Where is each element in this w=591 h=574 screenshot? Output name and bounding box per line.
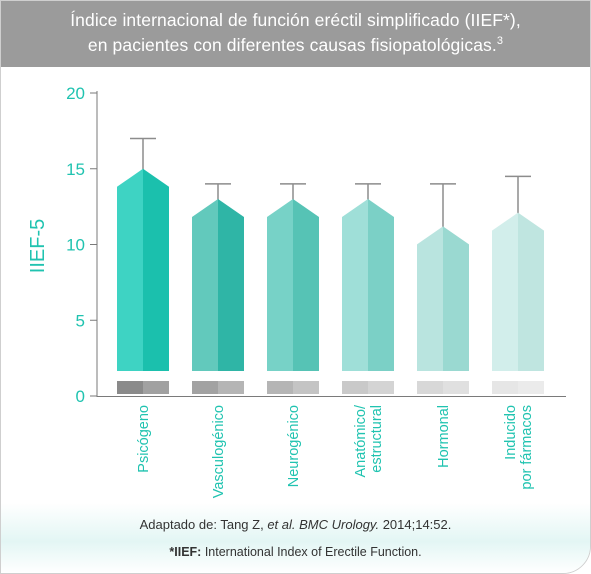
y-tick-label: 20 bbox=[66, 84, 85, 103]
bar-base-right bbox=[293, 381, 319, 394]
category-label: Psicógeno bbox=[136, 405, 152, 473]
source-rest: 2014;14:52. bbox=[379, 517, 452, 532]
chart-title-line1: Índice internacional de función eréctil … bbox=[70, 10, 521, 30]
bar-left-face bbox=[192, 199, 218, 371]
bar-base-left bbox=[492, 381, 518, 394]
chart-title-line2: en pacientes con diferentes causas fisio… bbox=[1, 35, 590, 56]
bar-right-face bbox=[443, 226, 469, 371]
category-label: estructural bbox=[369, 405, 385, 473]
bar-right-face bbox=[293, 199, 319, 371]
bar-left-face bbox=[342, 199, 368, 371]
footer-background bbox=[1, 503, 590, 573]
category-label: por fármacos bbox=[519, 405, 535, 490]
bar-left-face bbox=[492, 212, 518, 371]
bar-right-face bbox=[368, 199, 394, 371]
bar-base-left bbox=[192, 381, 218, 394]
bar-right-face bbox=[143, 168, 169, 371]
bar-base-right bbox=[518, 381, 544, 394]
bar-base-right bbox=[443, 381, 469, 394]
y-axis-label: IIEF-5 bbox=[27, 219, 49, 273]
y-tick-label: 5 bbox=[76, 311, 85, 330]
bar-right-face bbox=[518, 212, 544, 371]
bar-base-right bbox=[368, 381, 394, 394]
reference-superscript: 3 bbox=[496, 35, 504, 48]
footnote: *IIEF: International Index of Erectile F… bbox=[1, 545, 590, 559]
bar-base-left bbox=[267, 381, 293, 394]
source-etal: et al. bbox=[267, 517, 296, 532]
chart-title-line2-text: en pacientes con diferentes causas fisio… bbox=[87, 35, 497, 55]
source-prefix: Adaptado de: Tang Z, bbox=[139, 517, 268, 532]
y-tick-label: 10 bbox=[66, 236, 85, 255]
bar-base-left bbox=[117, 381, 143, 394]
category-label: Neurogénico bbox=[286, 405, 302, 487]
source-citation: Adaptado de: Tang Z, et al. BMC Urology.… bbox=[1, 517, 590, 532]
category-label: Hormonal bbox=[436, 405, 452, 468]
bar-base-left bbox=[417, 381, 443, 394]
footnote-key: *IIEF: bbox=[169, 545, 202, 559]
bar-left-face bbox=[267, 199, 293, 371]
y-tick-label: 0 bbox=[76, 387, 85, 406]
category-label: Anatómico/ bbox=[353, 404, 369, 478]
bar-base-left bbox=[342, 381, 368, 394]
bar-base-right bbox=[143, 381, 169, 394]
footnote-text: International Index of Erectile Function… bbox=[201, 545, 422, 559]
bar-left-face bbox=[417, 226, 443, 371]
category-label: Inducido bbox=[503, 405, 519, 460]
category-label: Vasculogénico bbox=[211, 405, 227, 498]
bar-left-face bbox=[117, 168, 143, 371]
bar-right-face bbox=[218, 199, 244, 371]
y-tick-label: 15 bbox=[66, 160, 85, 179]
bar-base-right bbox=[218, 381, 244, 394]
source-journal: BMC Urology. bbox=[299, 517, 380, 532]
chart-header bbox=[1, 1, 590, 67]
